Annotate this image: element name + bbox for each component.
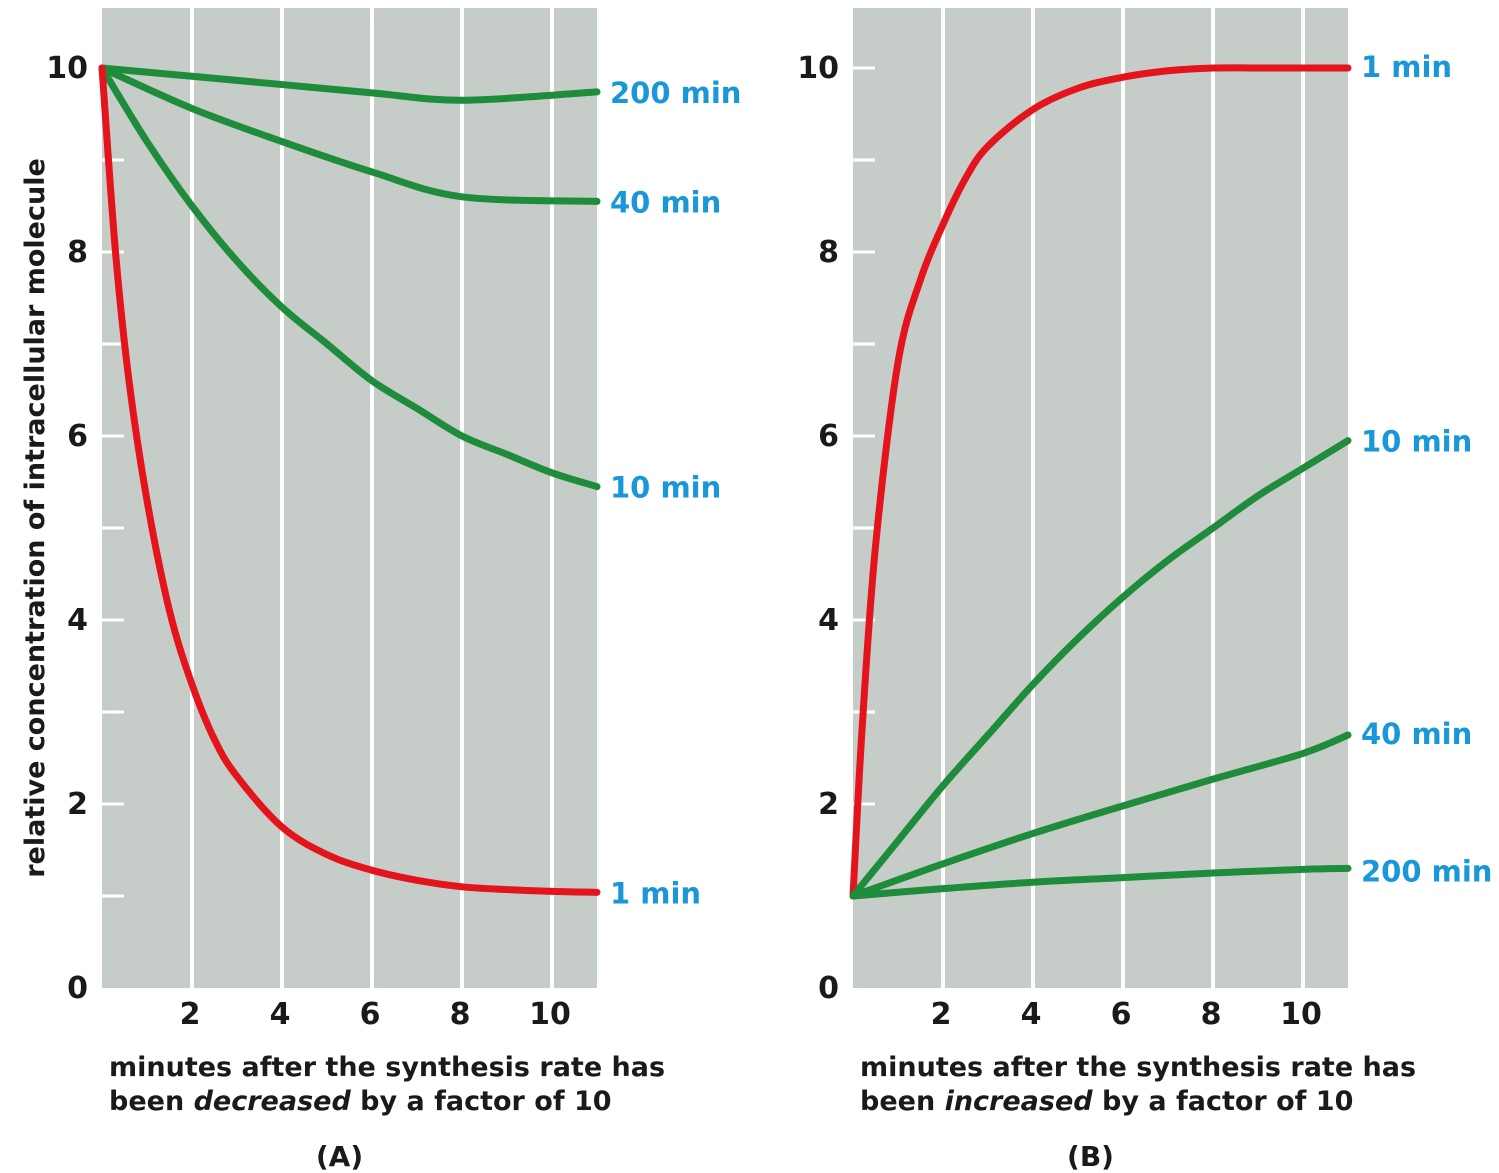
y-tick-label: 6 <box>67 419 88 454</box>
y-tick-label: 8 <box>818 235 839 270</box>
x-axis-label-line1: minutes after the synthesis rate has <box>860 1052 1416 1083</box>
x-tick-label: 10 <box>529 997 571 1032</box>
x-tick-label: 4 <box>1021 997 1042 1032</box>
series-line-1-min <box>98 64 601 896</box>
y-axis-label: relative concentration of intracellular … <box>20 158 51 878</box>
x-tick-label: 6 <box>1111 997 1132 1032</box>
series-line-40-min <box>98 64 601 205</box>
series-line-10-min <box>98 64 601 491</box>
plot-background <box>102 8 597 988</box>
series-line-200-min <box>98 64 601 104</box>
x-tick-label: 4 <box>270 997 291 1032</box>
series-label: 10 min <box>1361 425 1472 459</box>
series-label: 40 min <box>610 185 721 219</box>
y-tick-label: 0 <box>818 971 839 1006</box>
y-tick-label: 2 <box>818 787 839 822</box>
series-label: 1 min <box>610 876 701 910</box>
x-tick-label: 2 <box>931 997 952 1032</box>
y-tick-label: 2 <box>67 787 88 822</box>
x-tick-label: 8 <box>450 997 471 1032</box>
series-line-10-min <box>849 437 1352 900</box>
y-tick-label: 8 <box>67 235 88 270</box>
series-label: 1 min <box>1361 50 1452 84</box>
y-tick-label: 4 <box>67 603 88 638</box>
series-label: 10 min <box>610 471 721 505</box>
x-tick-label: 6 <box>360 997 381 1032</box>
y-tick-label: 10 <box>797 51 839 86</box>
series-label: 200 min <box>610 76 741 110</box>
x-axis-label-line1: minutes after the synthesis rate has <box>109 1052 665 1083</box>
series-line-200-min <box>849 864 1352 900</box>
y-tick-label: 0 <box>67 971 88 1006</box>
y-tick-label: 6 <box>818 419 839 454</box>
x-tick-label: 10 <box>1280 997 1322 1032</box>
y-tick-label: 4 <box>818 603 839 638</box>
x-axis-label-line2: been increased by a factor of 10 <box>860 1086 1353 1117</box>
x-tick-label: 2 <box>180 997 201 1032</box>
plot-background <box>853 8 1348 988</box>
y-tick-label: 10 <box>46 51 88 86</box>
x-tick-label: 8 <box>1201 997 1222 1032</box>
x-axis-label-line2: been decreased by a factor of 10 <box>109 1086 612 1117</box>
chart-panel-b: 0 2 4 6 8 10 2 4 6 8 10 1 min 10 min 40 min 200 min min… <box>797 8 1492 1173</box>
series-label: 200 min <box>1361 854 1492 888</box>
panel-label: (B) <box>1067 1140 1114 1173</box>
series-line-1-min <box>849 64 1352 900</box>
series-label: 40 min <box>1361 717 1472 751</box>
series-line-40-min <box>849 731 1352 900</box>
chart-panel-a: 0 2 4 6 8 10 2 4 6 8 10 200 min 40 min 10 min 1 min min… <box>46 8 741 1173</box>
panel-label: (A) <box>316 1140 363 1173</box>
